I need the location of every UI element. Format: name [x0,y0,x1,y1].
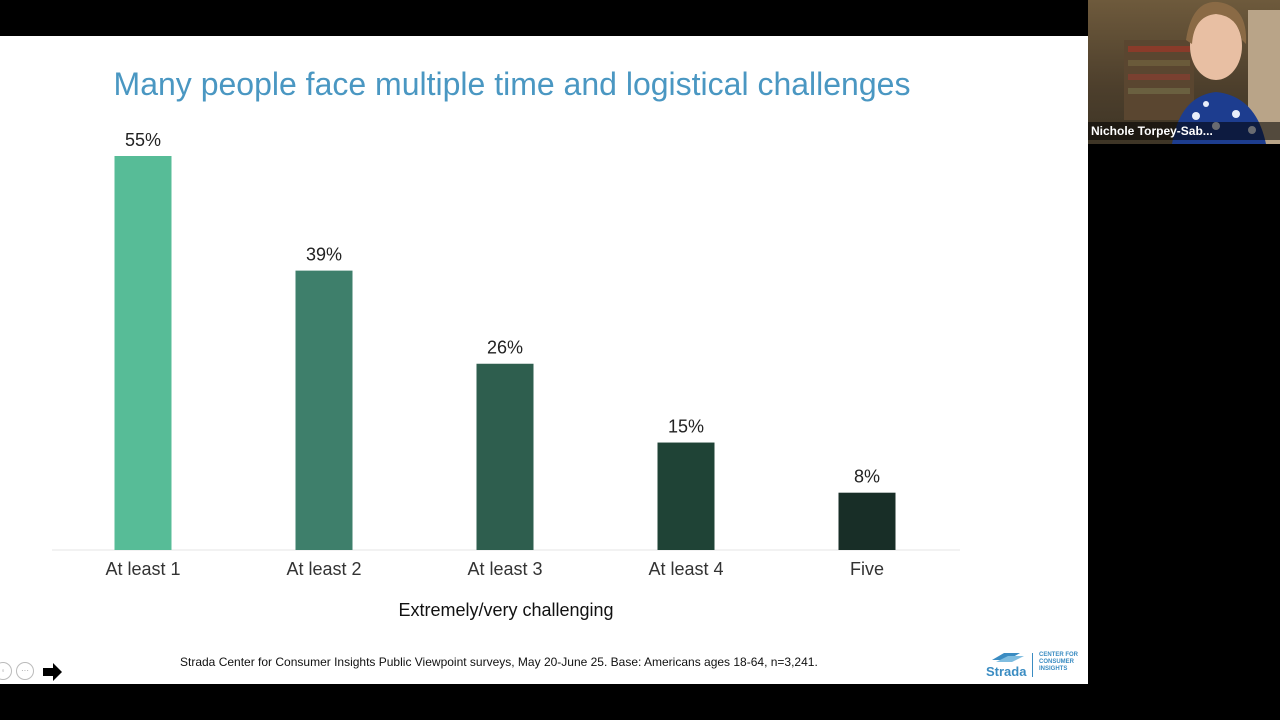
participant-name-label: Nichole Torpey-Sab... [1088,122,1280,140]
x-tick-label: At least 3 [467,559,542,579]
data-label: 55% [125,130,161,150]
pointer-arrow-icon [43,663,62,681]
data-label: 26% [487,338,523,358]
x-tick-label: At least 1 [105,559,180,579]
strada-logo: Strada CENTER FOR CONSUMER INSIGHTS [984,651,1080,679]
logo-center-text: CENTER FOR CONSUMER INSIGHTS [1039,652,1078,672]
bar [657,442,715,550]
x-axis-label: Extremely/very challenging [398,600,613,620]
bar [114,156,172,550]
logo-brand-text: Strada [986,664,1027,679]
strada-logo-mark-icon [992,653,1024,662]
presentation-slide: Many people face multiple time and logis… [0,36,1088,684]
slide-title: Many people face multiple time and logis… [113,66,911,102]
bar [838,492,896,550]
more-options-icon[interactable]: ··· [16,662,34,680]
x-tick-label: Five [850,559,884,579]
bar-chart: 55% At least 1 39% At least 2 26% At least 3 1… [52,130,960,620]
logo-divider [1032,653,1033,677]
bar [295,270,353,550]
bar [476,363,534,550]
source-note: Strada Center for Consumer Insights Publ… [180,655,818,669]
x-tick-label: At least 2 [286,559,361,579]
data-label: 8% [854,467,880,487]
participant-video[interactable]: Nichole Torpey-Sab... [1088,0,1280,144]
x-tick-label: At least 4 [648,559,723,579]
data-label: 39% [306,245,342,265]
data-label: 15% [668,417,704,437]
